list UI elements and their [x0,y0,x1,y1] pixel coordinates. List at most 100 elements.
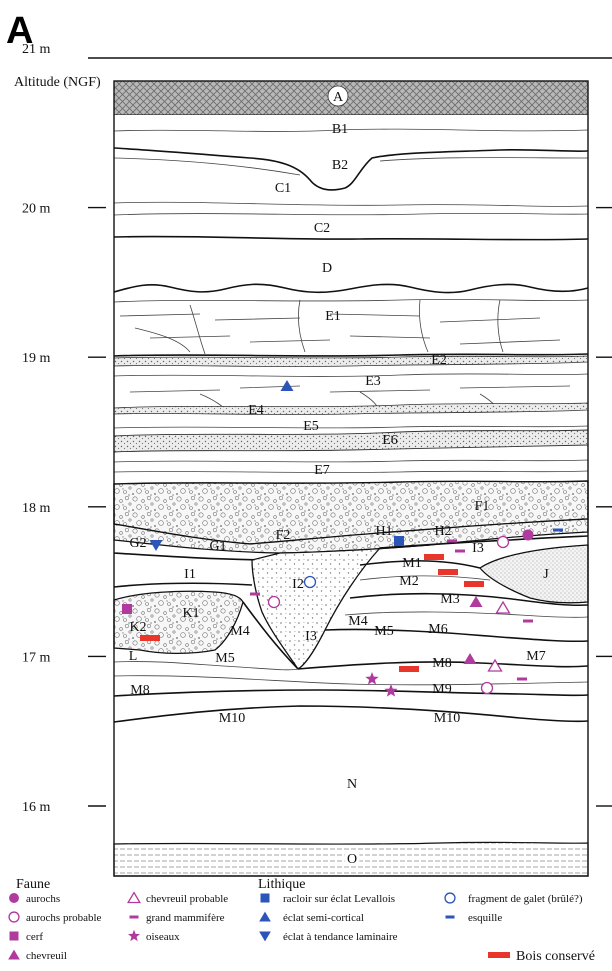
legend-lithique-symbol [259,911,271,922]
legend-faune-symbol [8,949,20,960]
legend-lithique-symbol [444,892,456,904]
layer-label-j: J [543,567,549,582]
legend-faune-label: aurochs probable [26,912,102,924]
find-aurochs-probable-i3 [496,535,510,549]
find-bois-conserve-m1 [424,554,444,560]
find-oiseaux-m9 [384,684,398,697]
legend-lithique-symbol [445,915,455,919]
layer-label-m7: M7 [526,649,545,664]
layer-e2 [113,355,589,367]
find-aurochs-i3 [522,529,534,541]
legend-faune-label: cerf [26,931,43,943]
layer-label-e5: E5 [303,419,319,434]
layer-label-i1: I1 [184,567,196,582]
layer-label-o: O [347,852,357,867]
y-tick-label: 19 m [22,351,51,366]
layer-label-c2: C2 [314,221,330,236]
find-grand-mammifere-i3 [455,549,465,553]
find-chevreuil-probable-m3 [495,600,511,614]
layer-label-l: L [129,649,138,664]
layer-j [479,544,589,604]
layer-label-i3-upper: I3 [472,541,484,556]
y-tick-label: 21 m [22,42,51,57]
layer-label-h2: H2 [434,524,451,539]
find-bois-conserve-m2b [464,581,484,587]
layer-label-b2: B2 [332,158,348,173]
layer-label-m8-left: M8 [130,683,149,698]
find-chevreuil-probable-m7 [487,658,503,672]
layer-label-e3: E3 [365,374,381,389]
find-aurochs-probable-i2 [267,595,281,609]
legend-faune-symbol [9,931,19,941]
find-esquille-f1 [553,528,563,532]
layer-e6 [113,429,589,453]
find-aurochs-probable-m9 [480,681,494,695]
y-tick-label: 18 m [22,501,51,516]
layer-label-m8-right: M8 [432,656,451,671]
layer-label-k1: K1 [182,606,199,621]
legend-faune-symbol [8,911,20,923]
legend-faune-label: chevreuil probable [146,893,228,905]
layer-label-e1: E1 [325,309,341,324]
find-bois-conserve-m8 [399,666,419,672]
legend-faune-symbol [129,915,139,919]
find-eclat-laminaire-g2 [149,540,163,551]
boundary-c2-base [113,235,589,241]
legend-lithique-symbol [260,893,270,903]
find-chevreuil-m8 [463,653,477,664]
legend-lithique-label: esquille [468,912,502,924]
legend-faune-symbol [127,891,141,904]
legend-wood-label: Bois conservé [516,949,595,964]
find-symbols [122,380,563,697]
layer-label-d: D [322,261,332,276]
layer-label-m2: M2 [399,574,418,589]
boundary-e1-base [113,353,589,357]
legend-faune-label: oiseaux [146,931,180,943]
legend-faune-label: aurochs [26,893,60,905]
layer-label-m10-left: M10 [219,711,245,726]
layer-label-m3: M3 [440,592,459,607]
find-grand-mammifere-m6 [523,619,533,623]
layer-label-m5-left: M5 [215,651,234,666]
layer-label-a: A [333,90,344,105]
panel-letter: A [6,10,33,52]
y-tick-label: 20 m [22,202,51,217]
layer-label-f2: F2 [276,528,291,543]
layer-labels: A B1 B2 C1 C2 D E1 E2 E3 E4 E5 E6 E7 F1 … [129,85,549,867]
layer-label-e7: E7 [314,463,330,478]
boundary-b1-base [113,147,589,191]
layer-label-i2: I2 [292,577,304,592]
legend-lithique-label: racloir sur éclat Levallois [283,893,395,905]
find-grand-mammifere-m7 [517,677,527,681]
layer-label-b1: B1 [332,122,348,137]
find-bois-conserve-m2 [438,569,458,575]
layer-label-e2: E2 [431,353,447,368]
layer-label-c1: C1 [275,181,291,196]
find-chevreuil-m3 [469,596,483,607]
layer-label-e4: E4 [248,403,264,418]
legend-lithique-title: Lithique [258,877,305,892]
y-tick-label: 16 m [22,800,51,815]
boundary-d-base [113,283,589,294]
legend-faune-items: aurochs aurochs probable cerf chevreuil chev… [8,891,228,962]
find-fragment-galet-i2 [303,575,317,589]
layer-label-g2: G2 [129,536,146,551]
find-bois-conserve-k2 [140,635,160,641]
layer-label-m9: M9 [432,682,451,697]
section-layers [113,80,589,877]
legend-lithique-items: racloir sur éclat Levallois éclat semi-co… [259,892,583,943]
legend-lithique-label: fragment de galet (brûlé?) [468,893,583,905]
legend-lithique-symbol [259,931,271,942]
layer-label-m5-right: M5 [374,624,393,639]
y-axis-label: Altitude (NGF) [14,75,101,90]
layer-label-m1: M1 [402,556,421,571]
layer-label-h1: H1 [375,524,392,539]
find-racloir-levallois-h1 [394,536,404,546]
legend-faune-label: grand mammifère [146,912,225,924]
layer-label-i3-lower: I3 [305,629,317,644]
layer-a [113,80,589,116]
legend-faune-symbol [128,929,140,942]
find-oiseaux-m8 [365,672,379,685]
find-cerf-k2 [122,604,132,614]
